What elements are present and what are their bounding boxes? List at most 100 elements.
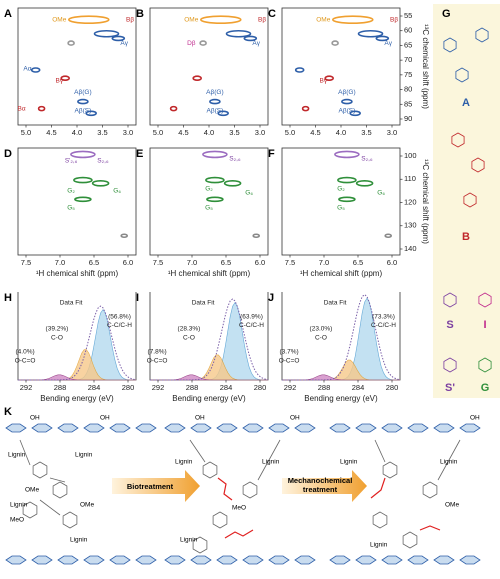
lignin-ring	[372, 511, 388, 529]
sugar-ring	[242, 555, 264, 565]
panel-label: A	[4, 8, 12, 20]
x-tick-label: 3.5	[361, 128, 371, 137]
sugar-ring	[109, 423, 131, 433]
structure-ring	[443, 292, 457, 308]
peak-annotation: Aβ(G)	[206, 89, 223, 96]
bond	[257, 439, 281, 481]
peak-annotation: (7.8%)	[148, 349, 167, 356]
nmr-peak	[331, 15, 374, 25]
nmr-peak	[169, 105, 178, 112]
peak-annotation: Aβ(S)	[207, 108, 224, 115]
peak-annotation: Aγ	[120, 40, 128, 47]
x-tick-label: 4.5	[310, 128, 320, 137]
peak-annotation: Bβ	[258, 16, 266, 23]
xps-component	[150, 374, 268, 381]
peak-annotation: Dβ	[187, 40, 196, 47]
peak-annotation: Aβ(S)	[339, 108, 356, 115]
lignin-ring	[22, 501, 38, 519]
sugar-ring	[329, 555, 351, 565]
structure-name: S'	[445, 382, 455, 394]
x-axis-label: Bending energy (eV)	[304, 394, 378, 403]
panel-label: I	[136, 292, 139, 304]
peak-annotation: Bγ	[56, 77, 64, 84]
x-tick-label: 4.0	[336, 128, 346, 137]
panel-label: G	[442, 8, 451, 20]
structure-ring	[443, 37, 457, 53]
sugar-ring	[242, 423, 264, 433]
structure-name: A	[462, 97, 470, 109]
panel-label: F	[268, 148, 275, 160]
y-tick-label: 80	[404, 85, 412, 94]
nmr-peak	[337, 176, 357, 184]
x-tick-label: 7.5	[21, 258, 31, 267]
sugar-ring	[57, 423, 79, 433]
peak-annotation: C-O	[183, 334, 195, 341]
peak-annotation: G₂	[205, 185, 213, 192]
nmr-peak	[70, 150, 96, 159]
nmr-peak	[74, 196, 92, 203]
peak-annotation: OMe	[184, 16, 198, 23]
peak-annotation: C-O	[315, 334, 327, 341]
xps-fit	[282, 293, 401, 381]
nmr-peak	[120, 233, 128, 239]
sugar-ring	[57, 555, 79, 565]
plot-frame	[17, 147, 137, 256]
panel-label: K	[4, 406, 12, 418]
x-tick-label: 288	[54, 383, 67, 392]
nmr-peak	[349, 110, 361, 117]
process-arrow	[112, 470, 200, 502]
peak-annotation: Bα	[17, 105, 25, 112]
lignin-ring	[212, 511, 228, 529]
peak-annotation: G₅	[205, 205, 213, 212]
nmr-peak	[37, 105, 46, 112]
modified-chain	[370, 477, 441, 531]
panel-label: D	[4, 148, 12, 160]
x-tick-label: 7.0	[319, 258, 329, 267]
nmr-peak	[77, 98, 89, 105]
peak-annotation: (63.9%)	[240, 313, 263, 320]
sugar-ring	[135, 555, 157, 565]
sugar-ring	[190, 423, 212, 433]
plot-frame	[281, 147, 401, 256]
peak-annotation: G₆	[245, 190, 253, 197]
x-tick-label: 3.0	[255, 128, 265, 137]
x-tick-label: 7.5	[285, 258, 295, 267]
bond	[189, 439, 206, 463]
lignin-label: Lignin	[75, 452, 93, 459]
structure-ring	[478, 292, 492, 308]
lignin-ring	[32, 461, 48, 479]
peak-annotation: Bβ	[126, 16, 134, 23]
x-tick-label: 284	[88, 383, 101, 392]
arrow-label: Biotreatment	[127, 482, 174, 491]
x-tick-label: 284	[352, 383, 365, 392]
panel-label: J	[268, 292, 274, 304]
structure-name: S	[446, 319, 453, 331]
sugar-ring	[83, 423, 105, 433]
sugar-ring	[109, 555, 131, 565]
sugar-ring	[459, 555, 481, 565]
bond	[374, 439, 386, 463]
x-axis-label: Bending energy (eV)	[40, 394, 114, 403]
sugar-ring	[5, 423, 27, 433]
peak-annotation: Aα	[23, 66, 31, 73]
peak-annotation: C-O	[51, 334, 63, 341]
x-tick-label: 292	[20, 383, 33, 392]
lignin-ring	[402, 531, 418, 549]
y-tick-label: 90	[404, 114, 412, 123]
nmr-peak	[375, 35, 390, 42]
x-tick-label: 292	[284, 383, 297, 392]
sugar-ring	[381, 423, 403, 433]
lignin-label: Lignin	[262, 459, 280, 466]
y-tick-label: 55	[404, 11, 412, 20]
sugar-ring	[355, 555, 377, 565]
x-tick-label: 288	[186, 383, 199, 392]
y-tick-label: 140	[404, 244, 417, 253]
lignin-ring	[52, 481, 68, 499]
nmr-peak	[357, 29, 384, 38]
group-label: OH	[470, 415, 480, 422]
nmr-peak	[30, 67, 41, 73]
peak-annotation: (56.8%)	[108, 313, 131, 320]
sugar-ring	[5, 555, 27, 565]
peak-annotation: (3.7%)	[280, 349, 299, 356]
